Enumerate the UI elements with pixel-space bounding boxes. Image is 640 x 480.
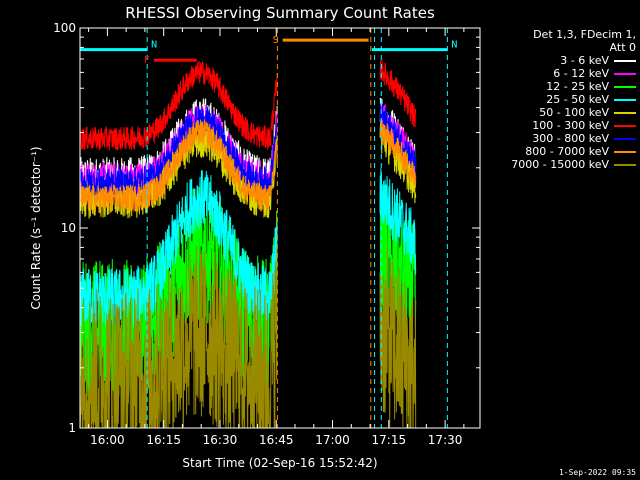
y-tick-label-2: 100 bbox=[53, 21, 76, 35]
legend-item-8: 7000 - 15000 keV bbox=[480, 158, 636, 171]
legend-item-2: 12 - 25 keV bbox=[480, 80, 636, 93]
series-line-7 bbox=[79, 119, 417, 213]
x-tick-label-5: 17:15 bbox=[372, 433, 407, 447]
legend-swatch bbox=[614, 150, 636, 153]
legend-label: 6 - 12 keV bbox=[553, 67, 609, 80]
y-axis-label: Count Rate (s⁻¹ detector⁻¹) bbox=[29, 146, 43, 309]
y-tick-label-0: 1 bbox=[68, 421, 76, 435]
y-tick-label-1: 10 bbox=[61, 221, 76, 235]
legend-item-1: 6 - 12 keV bbox=[480, 67, 636, 80]
legend-swatch bbox=[614, 124, 636, 127]
chart-title: RHESSI Observing Summary Count Rates bbox=[125, 4, 435, 22]
flag-label-1: N bbox=[451, 40, 457, 51]
legend-swatch bbox=[614, 111, 636, 114]
legend-label: 3 - 6 keV bbox=[560, 54, 609, 67]
legend-item-0: 3 - 6 keV bbox=[480, 54, 636, 67]
series-line-6 bbox=[79, 103, 417, 196]
legend-header-line-2: Att 0 bbox=[609, 41, 636, 54]
legend-swatch bbox=[614, 137, 636, 140]
x-tick-label-3: 16:45 bbox=[259, 433, 294, 447]
legend-label: 300 - 800 keV bbox=[532, 132, 609, 145]
legend-item-4: 50 - 100 keV bbox=[480, 106, 636, 119]
legend-swatch bbox=[614, 163, 636, 166]
x-tick-label-1: 16:15 bbox=[146, 433, 181, 447]
legend-label: 800 - 7000 keV bbox=[525, 145, 609, 158]
legend-label: 25 - 50 keV bbox=[546, 93, 609, 106]
legend-item-7: 800 - 7000 keV bbox=[480, 145, 636, 158]
legend: Det 1,3, FDecim 1, Att 0 3 - 6 keV 6 - 12… bbox=[480, 28, 636, 171]
legend-label: 100 - 300 keV bbox=[532, 119, 609, 132]
series-line-5 bbox=[79, 59, 417, 151]
legend-label: 7000 - 15000 keV bbox=[511, 158, 609, 171]
legend-header-line-1: Det 1,3, FDecim 1, bbox=[533, 28, 636, 41]
flag-label-0: N bbox=[151, 40, 157, 51]
legend-swatch bbox=[614, 72, 636, 75]
x-axis-label: Start Time (02-Sep-16 15:52:42) bbox=[182, 456, 377, 470]
legend-item-3: 25 - 50 keV bbox=[480, 93, 636, 106]
legend-swatch bbox=[614, 85, 636, 88]
x-tick-label-0: 16:00 bbox=[90, 433, 125, 447]
legend-item-6: 300 - 800 keV bbox=[480, 132, 636, 145]
legend-label: 50 - 100 keV bbox=[539, 106, 609, 119]
legend-label: 12 - 25 keV bbox=[546, 80, 609, 93]
legend-swatch bbox=[614, 59, 636, 62]
legend-item-5: 100 - 300 keV bbox=[480, 119, 636, 132]
x-tick-label-6: 17:30 bbox=[428, 433, 463, 447]
x-tick-label-2: 16:30 bbox=[203, 433, 238, 447]
series-line-3 bbox=[79, 168, 417, 327]
flag-label-3: S bbox=[273, 35, 279, 46]
flag-label-2: F bbox=[144, 55, 150, 66]
x-tick-label-4: 17:00 bbox=[315, 433, 350, 447]
legend-swatch bbox=[614, 98, 636, 101]
plot-timestamp: 1-Sep-2022 09:35 bbox=[558, 468, 636, 477]
